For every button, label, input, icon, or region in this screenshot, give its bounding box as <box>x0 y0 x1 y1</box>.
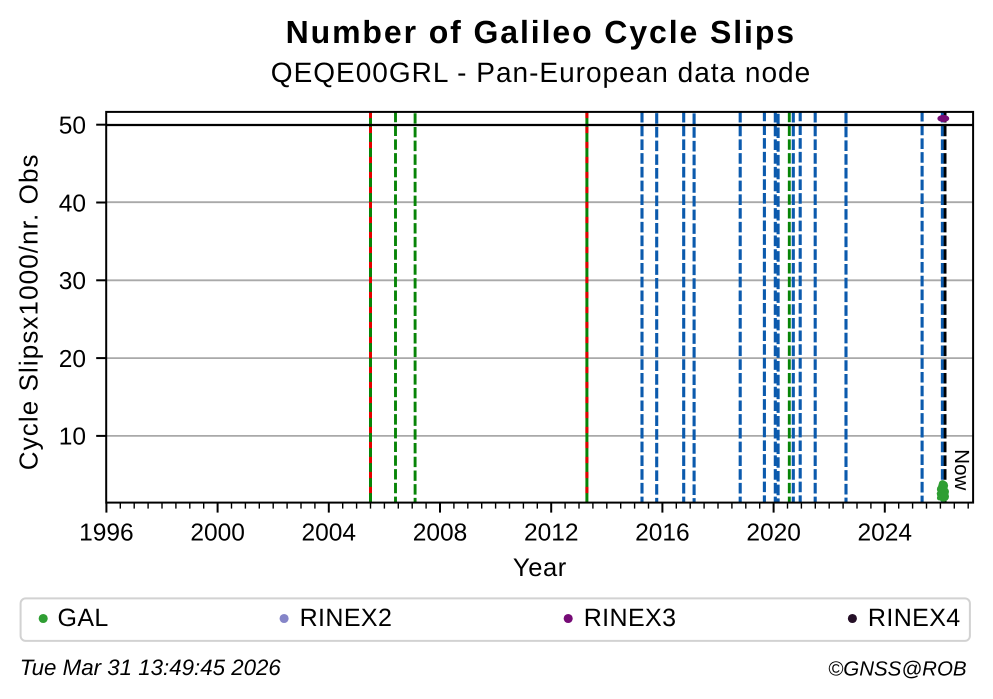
svg-text:Cycle Slipsx1000/nr. Obs: Cycle Slipsx1000/nr. Obs <box>14 153 44 470</box>
svg-text:2020: 2020 <box>746 519 801 546</box>
svg-text:30: 30 <box>59 268 86 295</box>
svg-text:2004: 2004 <box>302 519 357 546</box>
svg-text:20: 20 <box>59 346 86 373</box>
svg-text:RINEX3: RINEX3 <box>584 604 677 632</box>
svg-text:1996: 1996 <box>79 519 134 546</box>
svg-text:2012: 2012 <box>524 519 579 546</box>
svg-text:GAL: GAL <box>58 604 109 632</box>
svg-text:2024: 2024 <box>858 519 913 546</box>
svg-text:Tue Mar 31 13:49:45 2026: Tue Mar 31 13:49:45 2026 <box>20 655 282 680</box>
svg-text:QEQE00GRL - Pan-European data: QEQE00GRL - Pan-European data node <box>271 57 811 88</box>
svg-text:Number of Galileo Cycle Slips: Number of Galileo Cycle Slips <box>286 14 796 50</box>
svg-text:2000: 2000 <box>190 519 245 546</box>
svg-text:Year: Year <box>513 554 567 582</box>
svg-text:2008: 2008 <box>413 519 468 546</box>
svg-text:Now: Now <box>950 449 973 490</box>
svg-text:50: 50 <box>59 113 86 140</box>
svg-text:RINEX4: RINEX4 <box>868 604 961 632</box>
svg-text:RINEX2: RINEX2 <box>300 604 393 632</box>
svg-text:©GNSS@ROB: ©GNSS@ROB <box>828 657 966 680</box>
svg-text:2016: 2016 <box>635 519 690 546</box>
svg-text:10: 10 <box>59 424 86 451</box>
svg-text:40: 40 <box>59 190 86 217</box>
